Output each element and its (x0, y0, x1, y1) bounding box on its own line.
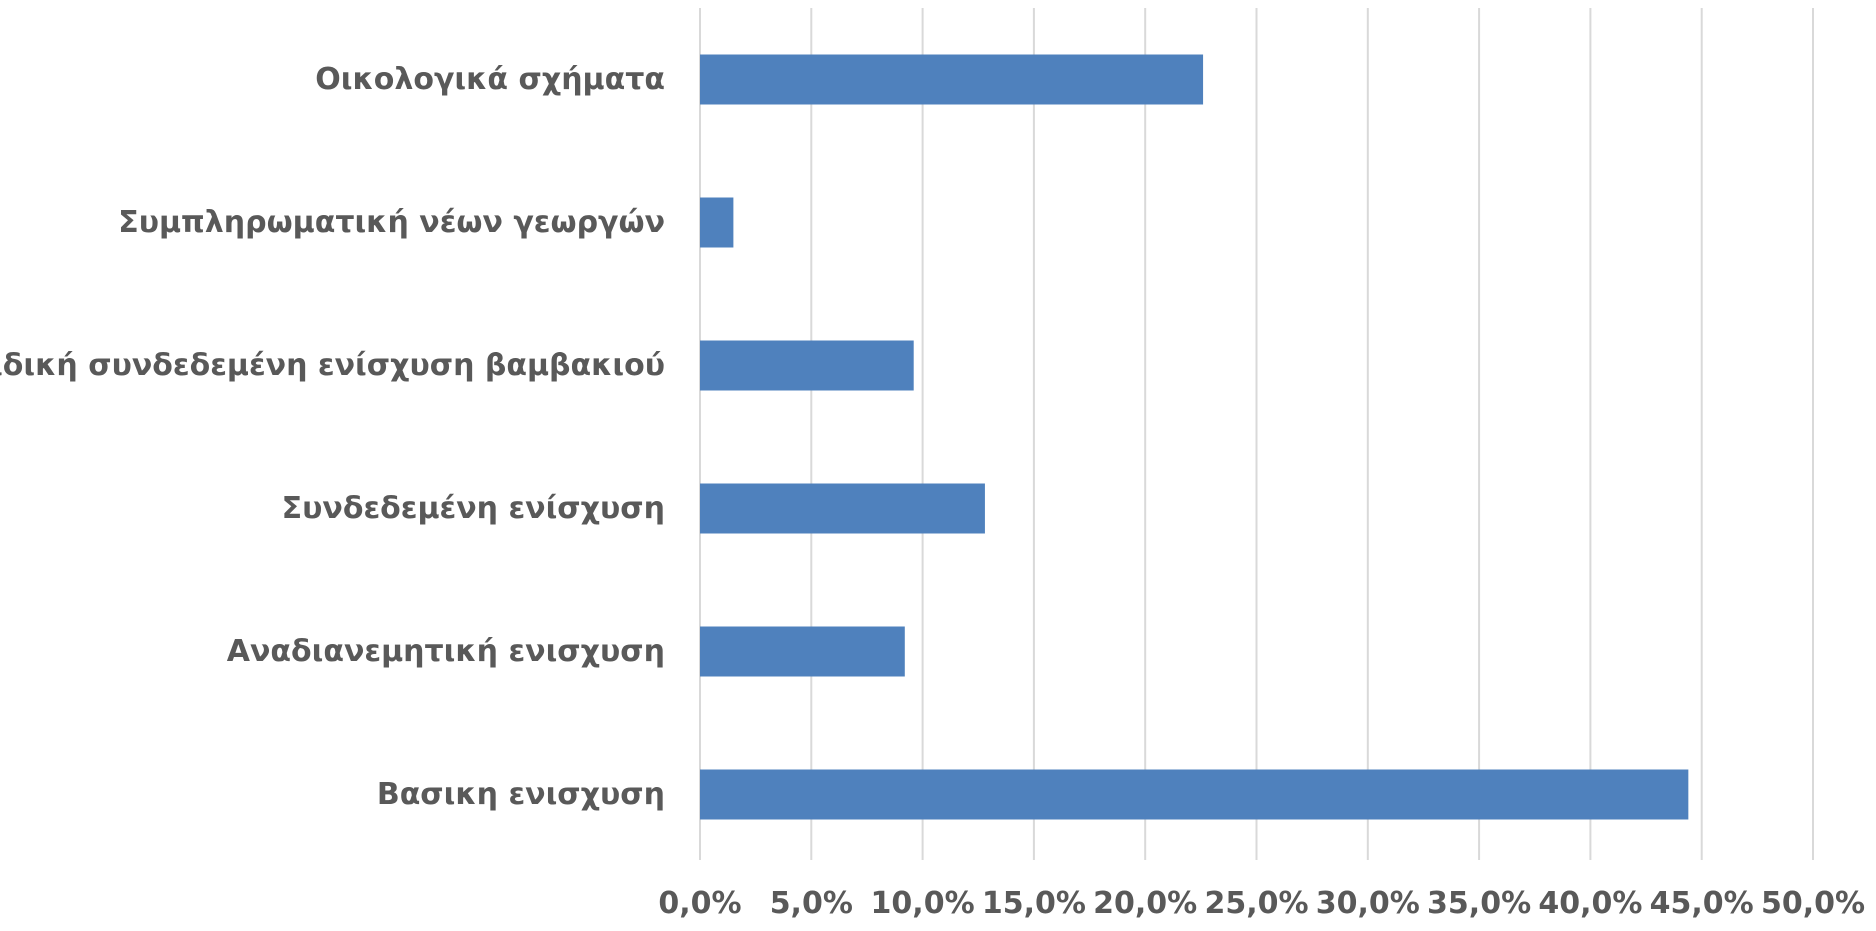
x-tick-label: 20,0% (1093, 886, 1197, 921)
bar (700, 54, 1204, 105)
x-tick-label: 30,0% (1316, 886, 1420, 921)
bar (700, 769, 1689, 820)
bars (700, 54, 1689, 820)
x-tick-label: 45,0% (1650, 886, 1754, 921)
x-tick-label: 15,0% (982, 886, 1086, 921)
x-tick-label: 40,0% (1538, 886, 1642, 921)
category-labels: Βασικη ενισχυση Αναδιανεμητική ενισχυση Συ… (0, 62, 665, 812)
x-tick-label: 25,0% (1204, 886, 1308, 921)
x-tick-labels: 0,0% 5,0% 10,0% 15,0% 20,0% 25,0% 30,0% 35,0% 40… (658, 886, 1865, 921)
category-label: Αναδιανεμητική ενισχυση (227, 634, 665, 669)
x-tick-label: 5,0% (770, 886, 853, 921)
bar (700, 626, 905, 677)
bar (700, 197, 734, 248)
x-tick-label: 10,0% (871, 886, 975, 921)
category-label: Συμπληρωματική νέων γεωργών (118, 205, 665, 240)
category-label: Βασικη ενισχυση (377, 777, 665, 812)
bar (700, 340, 914, 391)
x-tick-label: 50,0% (1761, 886, 1865, 921)
category-label: Οικολογικά σχήματα (315, 62, 665, 97)
grid-lines (699, 8, 1814, 860)
bar (700, 483, 985, 534)
category-label: Ειδική συνδεδεμένη ενίσχυση βαμβακιού (0, 348, 665, 383)
x-tick-label: 0,0% (658, 886, 741, 921)
category-label: Συνδεδεμένη ενίσχυση (282, 491, 665, 526)
x-tick-label: 35,0% (1427, 886, 1531, 921)
